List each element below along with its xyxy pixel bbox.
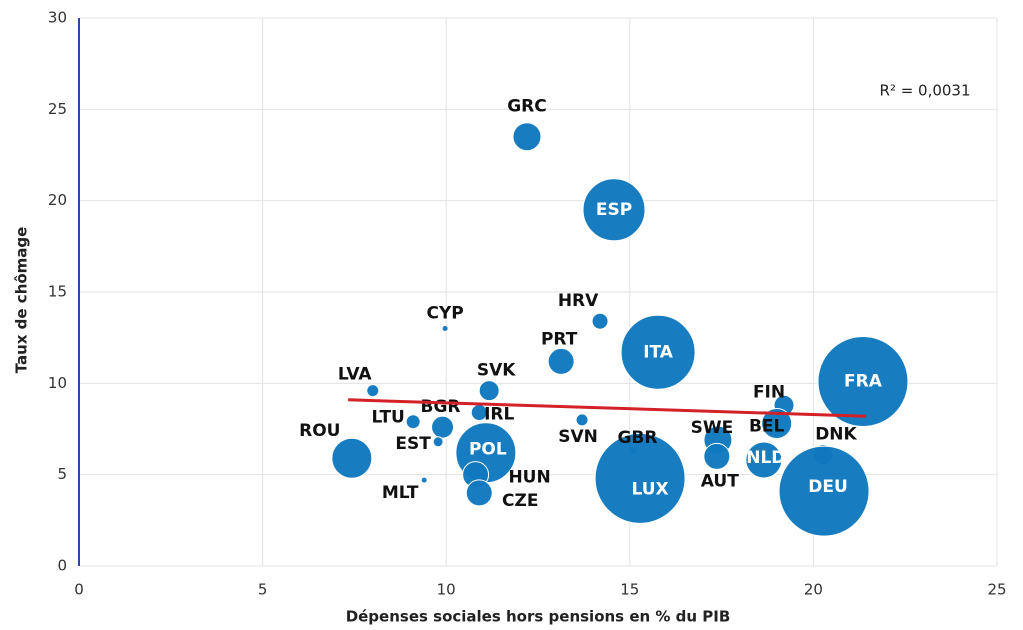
point-label: DEU (808, 477, 848, 497)
bubble (441, 325, 449, 333)
bubble (547, 347, 575, 375)
point-label: CZE (502, 491, 538, 511)
point-label: EST (395, 434, 431, 454)
point-label: PRT (541, 329, 578, 349)
x-tick-label: 15 (620, 581, 639, 599)
bubble (594, 432, 686, 524)
bubble (745, 441, 783, 479)
trend-line (348, 398, 866, 418)
point-label: FIN (753, 382, 785, 402)
x-tick-label: 0 (74, 581, 84, 599)
point-label: BEL (749, 417, 785, 437)
y-tick-label: 30 (48, 9, 67, 27)
bubble (431, 415, 455, 439)
x-tick-label: 20 (804, 581, 823, 599)
point-label: SWE (691, 418, 734, 438)
point-label: CYP (426, 304, 463, 324)
y-tick-label: 0 (57, 557, 67, 575)
y-tick-label: 20 (48, 191, 67, 209)
point-label: LTU (371, 408, 404, 428)
point-label: DNK (815, 425, 857, 445)
point-label: SVN (558, 427, 598, 447)
point-label: FRA (844, 372, 883, 392)
bubble (591, 312, 609, 330)
bubble (778, 445, 870, 537)
bubble (478, 380, 500, 402)
bubble (817, 336, 909, 428)
point-label: ITA (643, 342, 674, 362)
y-tick-label: 10 (48, 374, 67, 392)
y-tick-label: 15 (48, 283, 67, 301)
bubble (465, 479, 493, 507)
point-label: BGR (421, 397, 461, 417)
bubble (582, 178, 646, 242)
point-label: HRV (558, 291, 599, 311)
point-label: MLT (382, 483, 419, 503)
point-label: HUN (508, 468, 550, 488)
y-tick-label: 25 (48, 100, 67, 118)
point-label: NLD (746, 448, 785, 468)
x-tick-label: 10 (437, 581, 456, 599)
point-label: ROU (299, 421, 340, 441)
x-tick-label: 5 (258, 581, 268, 599)
bubble (331, 437, 373, 479)
point-label: GRC (507, 97, 547, 117)
bubble (703, 442, 731, 470)
bubble (620, 314, 696, 390)
bubble (366, 384, 380, 398)
point-label: SVK (477, 361, 516, 381)
point-label: LUX (632, 479, 669, 499)
x-tick-label: 25 (987, 581, 1006, 599)
point-label: IRL (484, 405, 514, 425)
bubble (432, 436, 444, 448)
point-label: LVA (338, 365, 372, 385)
point-label: ESP (596, 200, 632, 220)
bubble (420, 476, 428, 484)
bubble (512, 122, 542, 152)
bubble (761, 408, 793, 440)
point-label: GBR (617, 428, 657, 448)
bubble (405, 414, 421, 430)
point-label: AUT (701, 471, 739, 491)
x-axis-label: Dépenses sociales hors pensions en % du … (346, 608, 731, 626)
y-tick-label: 5 (57, 465, 67, 483)
r2-annotation: R² = 0,0031 (879, 82, 970, 100)
point-label: POL (469, 440, 507, 460)
bubble (575, 413, 589, 427)
y-axis-label: Taux de chômage (13, 227, 31, 374)
